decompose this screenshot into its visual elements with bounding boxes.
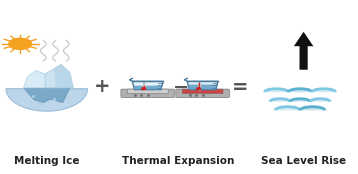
Polygon shape (300, 107, 325, 110)
Polygon shape (132, 81, 163, 90)
Polygon shape (270, 99, 290, 102)
Text: =: = (232, 77, 248, 97)
Circle shape (9, 38, 32, 49)
Polygon shape (54, 65, 73, 88)
Text: Melting Ice: Melting Ice (14, 156, 79, 166)
Polygon shape (24, 88, 70, 102)
Polygon shape (288, 89, 312, 92)
FancyBboxPatch shape (121, 89, 175, 98)
FancyBboxPatch shape (176, 89, 229, 98)
FancyBboxPatch shape (127, 89, 168, 94)
Text: Sea Level Rise: Sea Level Rise (261, 156, 346, 166)
FancyBboxPatch shape (182, 89, 223, 94)
Polygon shape (294, 32, 313, 70)
Polygon shape (312, 89, 335, 92)
Polygon shape (188, 85, 217, 90)
Circle shape (142, 88, 146, 90)
Polygon shape (275, 107, 300, 110)
Text: +: + (93, 77, 110, 97)
Polygon shape (6, 89, 87, 111)
Polygon shape (134, 86, 162, 90)
Text: −: − (173, 77, 189, 97)
Polygon shape (265, 89, 288, 92)
Text: Thermal Expansion: Thermal Expansion (122, 156, 234, 166)
Polygon shape (310, 99, 330, 102)
Polygon shape (24, 71, 45, 88)
Circle shape (197, 88, 200, 90)
Polygon shape (45, 65, 73, 88)
Polygon shape (290, 99, 310, 102)
Polygon shape (187, 81, 218, 90)
